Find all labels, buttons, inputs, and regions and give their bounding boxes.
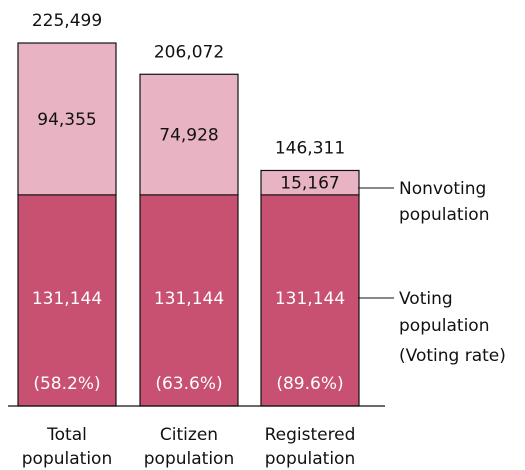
legend-voting-line-1: Voting [399,289,453,309]
bar-nonvoting-1 [139,73,239,196]
nonvoting-value-label-1: 74,928 [159,126,218,146]
bar-voting-0 [17,194,117,407]
category-label-line2-0: population [22,449,112,469]
voting-rate-label-1: (63.6%) [155,374,222,394]
voting-value-label-1: 131,144 [154,289,224,309]
voting-rate-label-2: (89.6%) [276,374,343,394]
labels-group: 225,499 94,355 131,144 (58.2%) Total populati… [22,11,356,469]
bar-nonvoting-2 [260,169,360,196]
total-label-0: 225,499 [32,11,102,31]
voting-value-label-0: 131,144 [32,289,102,309]
category-label-line2-1: population [144,449,234,469]
legend-nonvoting-line-2: population [399,205,489,225]
category-label-line2-2: population [265,449,355,469]
voting-value-label-2: 131,144 [275,289,345,309]
legend-nonvoting-line-1: Nonvoting [399,179,486,199]
legend-voting-line-3: (Voting rate) [399,346,506,366]
voting-rate-label-0: (58.2%) [33,374,100,394]
category-label-line1-1: Citizen [160,425,218,445]
nonvoting-value-label-0: 94,355 [37,110,96,130]
total-label-2: 146,311 [275,138,345,158]
legend-voting-line-2: population [399,316,489,336]
bars-group [17,42,360,407]
category-label-line1-2: Registered [265,425,356,445]
bar-nonvoting-0 [17,42,117,196]
bar-voting-2 [260,194,360,407]
category-label-line1-0: Total [46,425,87,445]
nonvoting-value-label-2: 15,167 [280,174,339,194]
total-label-1: 206,072 [154,42,224,62]
